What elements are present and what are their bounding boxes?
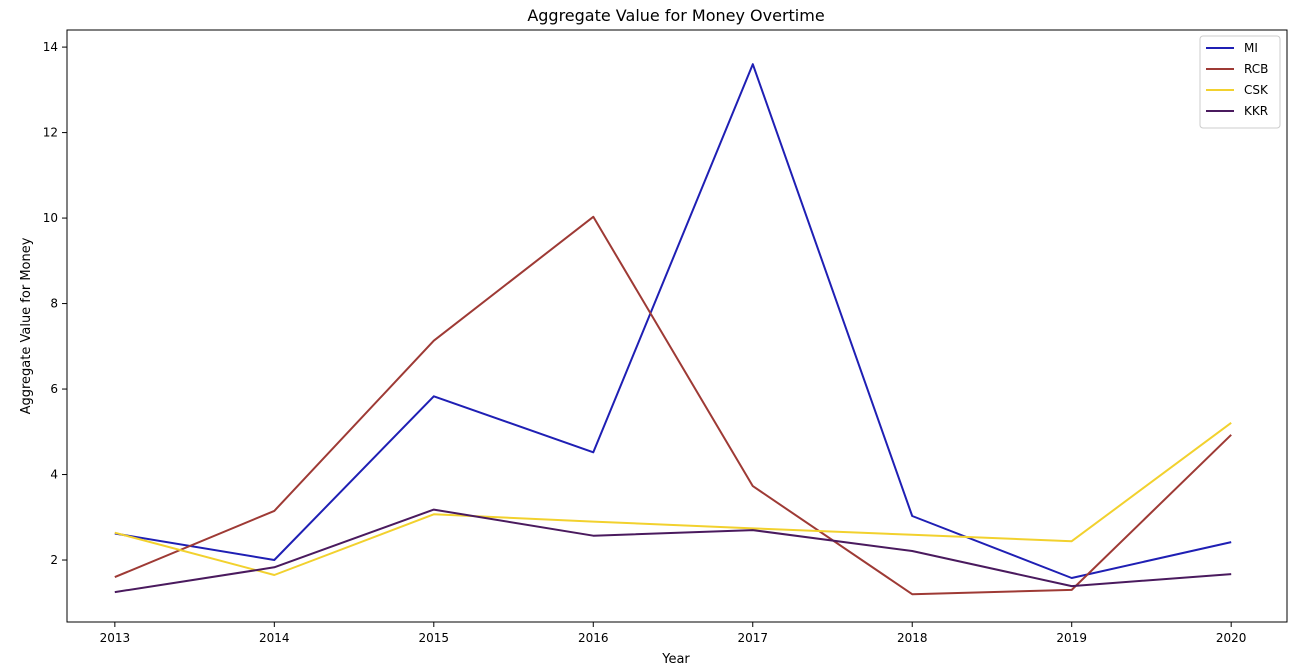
series-line-csk [114,421,1232,576]
x-axis-ticks: 2013 2014 2015 2016 2017 2018 2019 2020 [100,622,1247,645]
legend: MI RCB CSK KKR [1199,35,1281,129]
x-tick-label: 2016 [578,631,609,645]
x-tick-label: 2017 [737,631,768,645]
plot-frame [66,29,1288,623]
x-axis-label: Year [661,652,690,667]
legend-label-csk: CSK [1244,83,1269,97]
series-line-rcb [114,215,1232,596]
y-axis-ticks: 2 4 6 8 10 12 14 [43,40,67,567]
x-tick-label: 2018 [897,631,928,645]
series-line-mi [114,63,1232,579]
x-tick-label: 2019 [1056,631,1087,645]
legend-label-mi: MI [1244,41,1258,55]
x-tick-label: 2013 [100,631,131,645]
x-tick-label: 2015 [419,631,450,645]
legend-label-rcb: RCB [1244,62,1268,76]
y-tick-label: 14 [43,40,58,54]
series-line-kkr [114,508,1232,594]
y-tick-label: 10 [43,211,58,225]
y-axis-label: Aggregate Value for Money [19,237,34,414]
chart-title: Aggregate Value for Money Overtime [527,6,824,25]
y-tick-label: 6 [50,382,58,396]
legend-label-kkr: KKR [1244,104,1268,118]
x-tick-label: 2020 [1216,631,1247,645]
y-tick-label: 2 [50,553,58,567]
y-tick-label: 4 [50,468,58,482]
y-tick-label: 12 [43,126,58,140]
y-tick-label: 8 [50,297,58,311]
x-tick-label: 2014 [259,631,290,645]
legend-frame [1199,35,1281,129]
series-lines [114,63,1232,596]
